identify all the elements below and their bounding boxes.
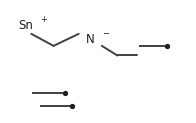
Text: N: N [86, 33, 95, 46]
Text: −: − [102, 29, 109, 38]
Text: +: + [40, 15, 47, 24]
Text: Sn: Sn [18, 19, 33, 32]
